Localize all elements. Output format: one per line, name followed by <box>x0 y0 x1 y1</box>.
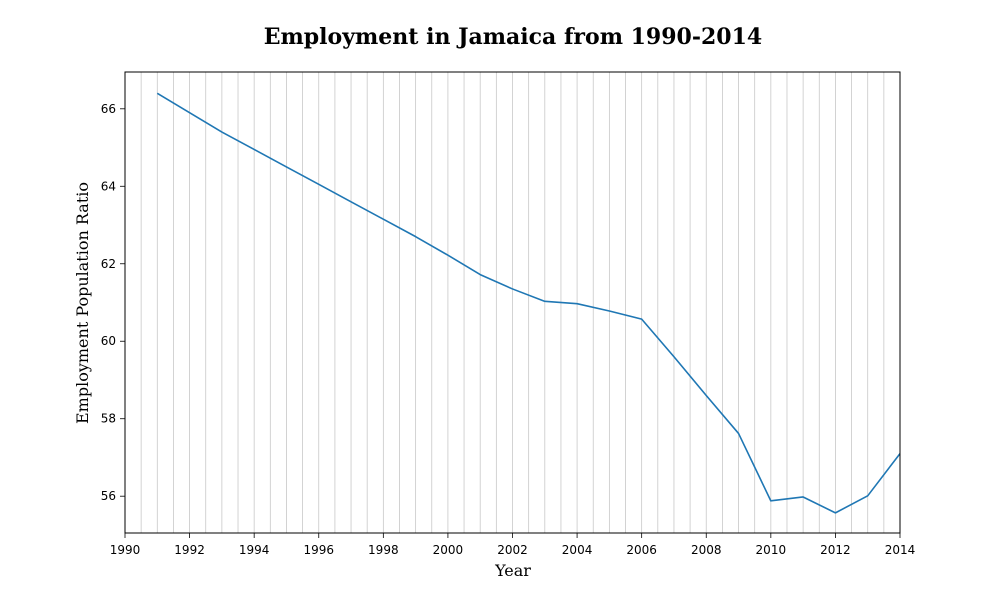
x-axis: 1990 1992 1994 1996 1998 2000 2002 2004 2006 2008… <box>110 533 916 557</box>
x-tick-label: 1996 <box>303 543 334 557</box>
x-tick-label: 1994 <box>239 543 270 557</box>
y-tick-label: 64 <box>101 179 116 193</box>
y-axis-label: Employment Population Ratio <box>73 182 92 424</box>
grid-lines <box>140 72 885 533</box>
x-tick-label: 2014 <box>885 543 916 557</box>
x-tick-label: 1998 <box>368 543 399 557</box>
x-tick-label: 2006 <box>626 543 657 557</box>
x-tick-label: 2000 <box>433 543 464 557</box>
x-tick-label: 1992 <box>174 543 205 557</box>
series-line <box>156 92 901 514</box>
x-tick-label: 2012 <box>820 543 851 557</box>
y-tick-label: 66 <box>101 102 116 116</box>
chart-title: Employment in Jamaica from 1990-2014 <box>264 24 762 50</box>
x-axis-label: Year <box>494 561 531 580</box>
x-tick-label: 2008 <box>691 543 722 557</box>
x-tick-label: 2004 <box>562 543 593 557</box>
series-layer <box>156 92 901 514</box>
y-axis: 56 58 60 62 64 66 <box>101 102 125 503</box>
y-tick-label: 60 <box>101 334 116 348</box>
y-tick-label: 62 <box>101 257 116 271</box>
y-tick-label: 58 <box>101 412 116 426</box>
x-tick-label: 2010 <box>756 543 787 557</box>
x-tick-label: 2002 <box>497 543 528 557</box>
y-tick-label: 56 <box>101 489 116 503</box>
x-tick-label: 1990 <box>110 543 141 557</box>
